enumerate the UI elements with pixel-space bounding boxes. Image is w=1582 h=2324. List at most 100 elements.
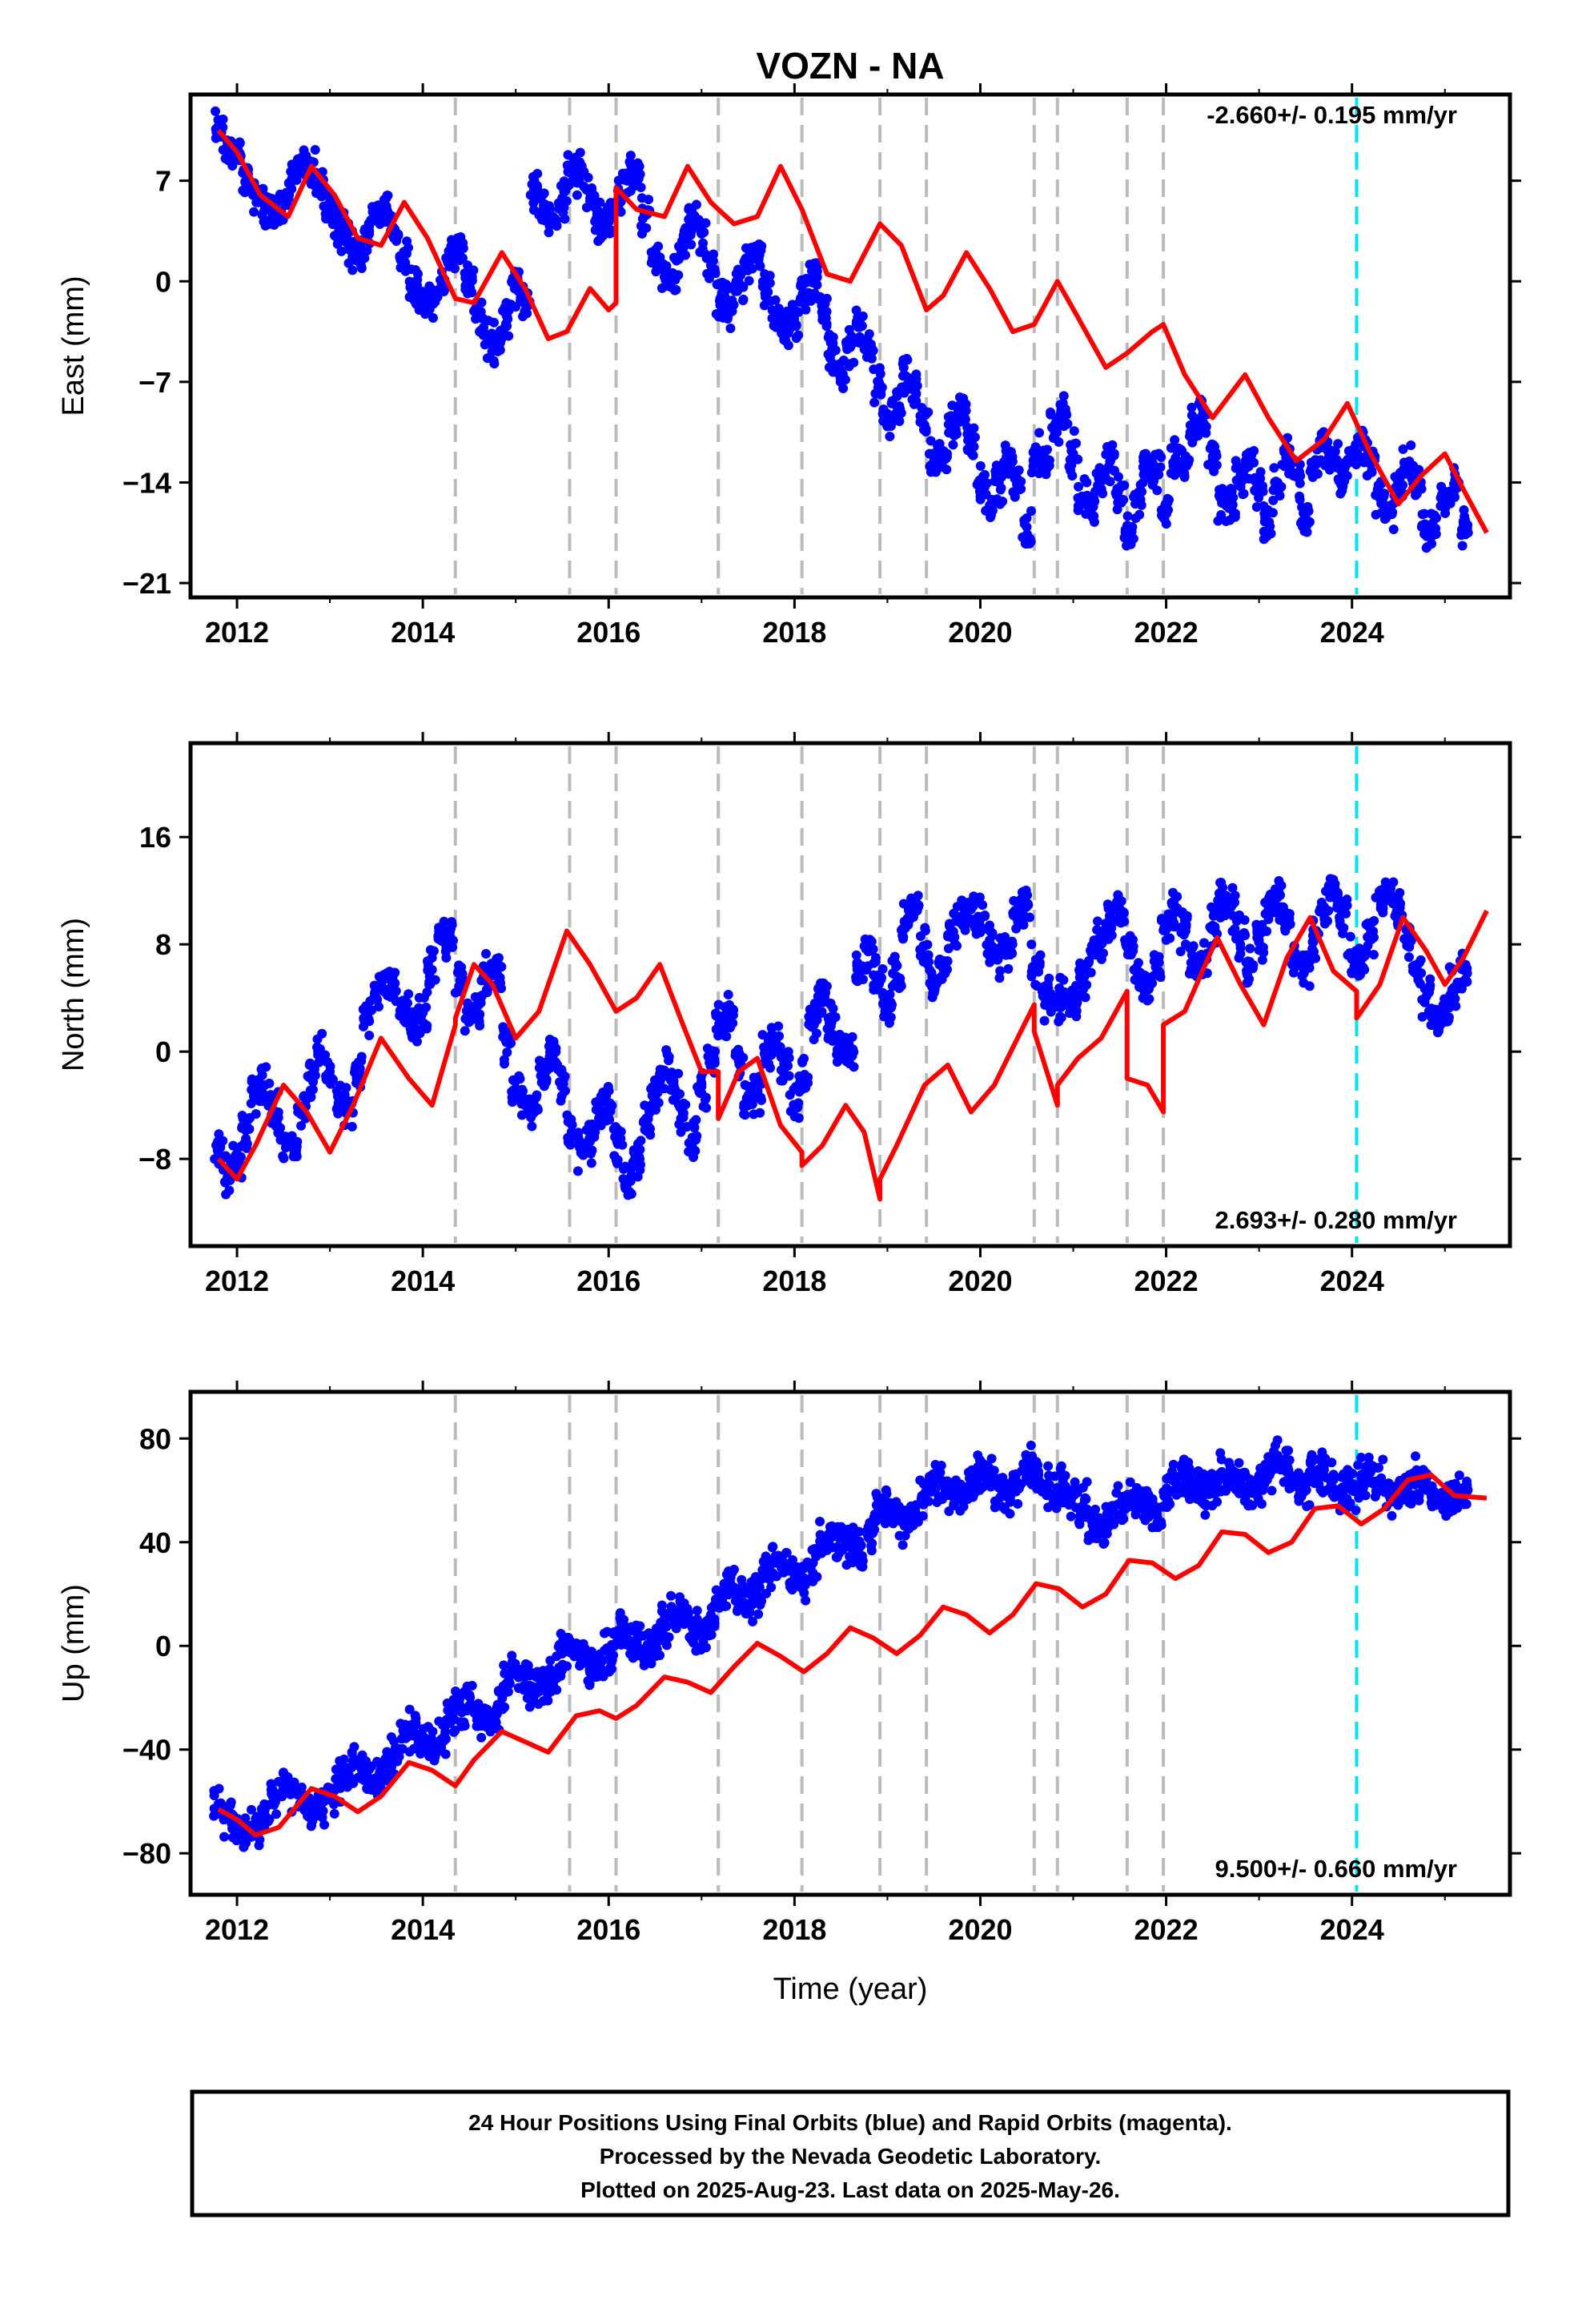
data-point-jitter: [393, 231, 404, 241]
data-point-jitter: [631, 159, 641, 170]
data-point-jitter: [1470, 0, 1480, 5]
data-point-jitter: [934, 439, 945, 449]
data-point-jitter: [749, 247, 759, 257]
data-point-jitter: [313, 1050, 323, 1060]
data-point-jitter: [1169, 899, 1179, 910]
data-point-jitter: [1161, 519, 1171, 529]
data-point-jitter: [351, 1078, 362, 1088]
data-point-jitter: [462, 1681, 472, 1691]
data-point-jitter: [1299, 978, 1309, 988]
data-point-jitter: [1416, 968, 1427, 979]
data-point-jitter: [329, 1808, 339, 1819]
data-point-jitter: [943, 943, 954, 954]
data-point-jitter: [1089, 511, 1099, 521]
data-point-jitter: [1479, 0, 1488, 5]
data-point-jitter: [1229, 508, 1239, 518]
data-point-jitter: [1333, 439, 1343, 449]
data-point-jitter: [770, 295, 781, 305]
data-point-jitter: [1468, 0, 1478, 5]
data-point-jitter: [1227, 500, 1238, 510]
data-point-jitter: [1165, 933, 1175, 943]
data-point-jitter: [453, 233, 464, 243]
data-point-jitter: [241, 1125, 251, 1136]
data-point-jitter: [744, 275, 754, 286]
data-point-jitter: [821, 319, 832, 329]
data-point-jitter: [385, 991, 396, 1002]
data-point-jitter: [214, 1129, 224, 1140]
data-point-jitter: [1474, 0, 1484, 5]
data-point-jitter: [1362, 471, 1372, 481]
x-tick-label: 2012: [205, 1265, 269, 1297]
data-point-jitter: [1008, 487, 1018, 497]
data-point-jitter: [1261, 898, 1271, 908]
data-point-jitter: [414, 1003, 424, 1013]
data-point-jitter: [1469, 0, 1479, 5]
data-point-jitter: [535, 1686, 545, 1696]
data-point-jitter: [532, 1104, 543, 1115]
data-point-jitter: [263, 1816, 274, 1827]
data-point-jitter: [738, 294, 749, 304]
data-point-jitter: [1215, 912, 1226, 923]
data-point-jitter: [610, 1122, 620, 1132]
data-point-jitter: [414, 289, 424, 300]
data-point-jitter: [728, 1004, 738, 1015]
data-point-jitter: [1480, 0, 1489, 5]
data-point-jitter: [778, 330, 789, 340]
data-point-jitter: [590, 1127, 600, 1137]
data-point-jitter: [1262, 926, 1272, 936]
data-point-jitter: [1338, 928, 1348, 939]
data-point-jitter: [1001, 950, 1011, 960]
data-point-jitter: [450, 263, 460, 274]
data-point-jitter: [920, 923, 930, 933]
data-point-jitter: [1445, 990, 1456, 1000]
data-point-jitter: [1473, 0, 1483, 5]
data-point-jitter: [1058, 391, 1069, 401]
data-point-jitter: [525, 1667, 536, 1678]
data-point-jitter: [1190, 432, 1200, 442]
data-point-jitter: [1231, 934, 1242, 944]
x-tick-label: 2016: [576, 1265, 640, 1297]
data-point-jitter: [1168, 887, 1178, 898]
data-point-jitter: [1386, 509, 1396, 520]
data-point-jitter: [408, 1031, 418, 1041]
data-point-jitter: [1469, 0, 1479, 5]
data-point-jitter: [498, 1031, 508, 1042]
data-point-jitter: [834, 359, 845, 369]
data-point-jitter: [929, 987, 939, 998]
data-point-jitter: [1083, 956, 1094, 967]
data-point-jitter: [1025, 538, 1035, 549]
x-tick-label: 2018: [762, 616, 826, 649]
data-point-jitter: [1116, 480, 1126, 491]
data-point-jitter: [766, 1050, 777, 1060]
data-point-jitter: [440, 1731, 450, 1741]
data-point-jitter: [575, 1661, 585, 1671]
data-point-jitter: [504, 1679, 515, 1689]
x-tick-label: 2014: [391, 616, 455, 649]
data-point-jitter: [563, 1137, 573, 1148]
data-point-jitter: [693, 215, 704, 225]
data-point-jitter: [329, 231, 339, 241]
data-point-jitter: [1466, 0, 1476, 5]
data-point-jitter: [1039, 1015, 1050, 1026]
data-point-jitter: [496, 962, 507, 972]
data-point-jitter: [851, 305, 861, 316]
data-point-jitter: [402, 236, 412, 247]
data-point-jitter: [1335, 912, 1345, 923]
data-point-jitter: [441, 952, 452, 963]
data-point-jitter: [612, 1155, 623, 1165]
data-point-jitter: [460, 1720, 470, 1731]
data-point-jitter: [545, 1055, 556, 1065]
data-point-jitter: [368, 993, 379, 1003]
data-point-jitter: [781, 323, 792, 333]
data-point-jitter: [1231, 916, 1242, 927]
data-point-jitter: [499, 1660, 509, 1671]
data-point-jitter: [604, 1098, 615, 1108]
data-point-jitter: [495, 338, 505, 348]
data-point: [1468, 0, 1478, 5]
data-point-jitter: [416, 1011, 427, 1021]
data-point-jitter: [358, 1021, 368, 1031]
data-point-jitter: [1273, 481, 1283, 492]
data-point-jitter: [679, 240, 689, 251]
data-point-jitter: [1388, 877, 1399, 887]
data-point-jitter: [695, 1088, 705, 1098]
